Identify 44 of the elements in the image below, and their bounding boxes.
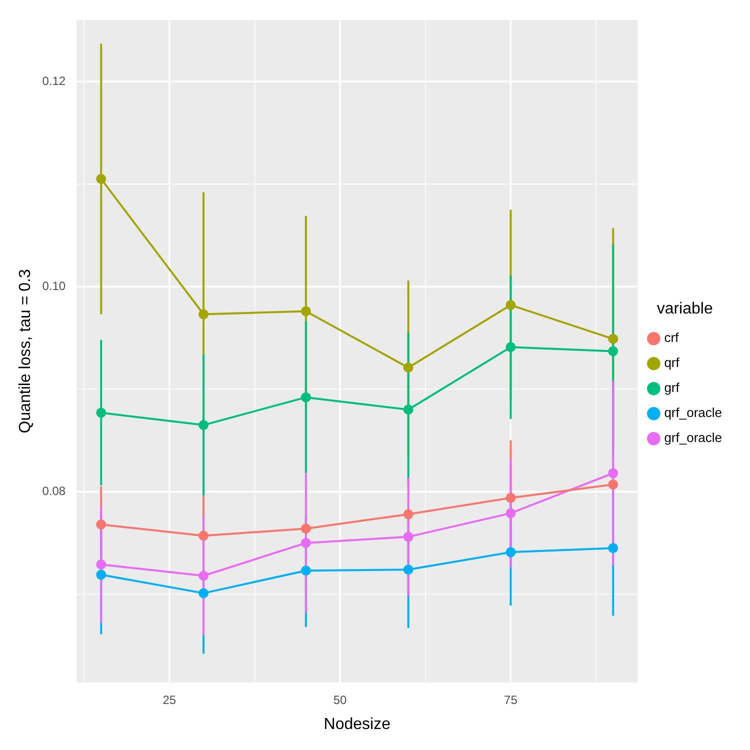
point	[608, 480, 618, 490]
y-tick-label: 0.08	[42, 484, 66, 498]
point	[403, 404, 414, 415]
point	[198, 309, 209, 320]
point	[96, 570, 106, 580]
y-tick-label: 0.12	[42, 74, 66, 88]
point	[300, 306, 311, 316]
legend-label: qrf	[664, 355, 680, 370]
point	[506, 342, 516, 352]
point	[96, 559, 106, 570]
x-tick-label: 25	[162, 692, 176, 707]
legend-label: crf	[664, 330, 680, 346]
y-tick-label: 0.10	[42, 278, 66, 293]
legend-label: grf_oracle	[664, 430, 722, 446]
point	[608, 346, 618, 356]
point	[300, 392, 311, 402]
point	[506, 508, 516, 518]
point	[198, 588, 209, 598]
point	[300, 566, 311, 576]
point	[403, 509, 414, 520]
point	[198, 420, 209, 430]
point	[506, 300, 516, 310]
point	[96, 519, 106, 530]
point	[608, 334, 618, 344]
point	[198, 570, 209, 581]
point	[506, 547, 516, 558]
point	[506, 492, 516, 503]
legend-label: grf	[664, 380, 680, 396]
x-tick-label: 50	[333, 692, 348, 707]
point	[608, 543, 618, 554]
point	[403, 362, 414, 373]
point	[403, 564, 414, 575]
point	[300, 538, 311, 548]
y-axis-title: Quantile loss, tau = 0.3	[17, 269, 34, 434]
legend-title: variable	[656, 300, 713, 318]
point	[96, 174, 106, 184]
x-tick-label: 75	[504, 692, 518, 707]
x-axis-title: Nodesize	[324, 716, 391, 733]
point	[96, 408, 106, 418]
legend-label: qrf_oracle	[664, 405, 722, 420]
point	[300, 524, 311, 534]
point	[403, 532, 414, 542]
point	[198, 530, 209, 541]
point	[608, 468, 618, 478]
